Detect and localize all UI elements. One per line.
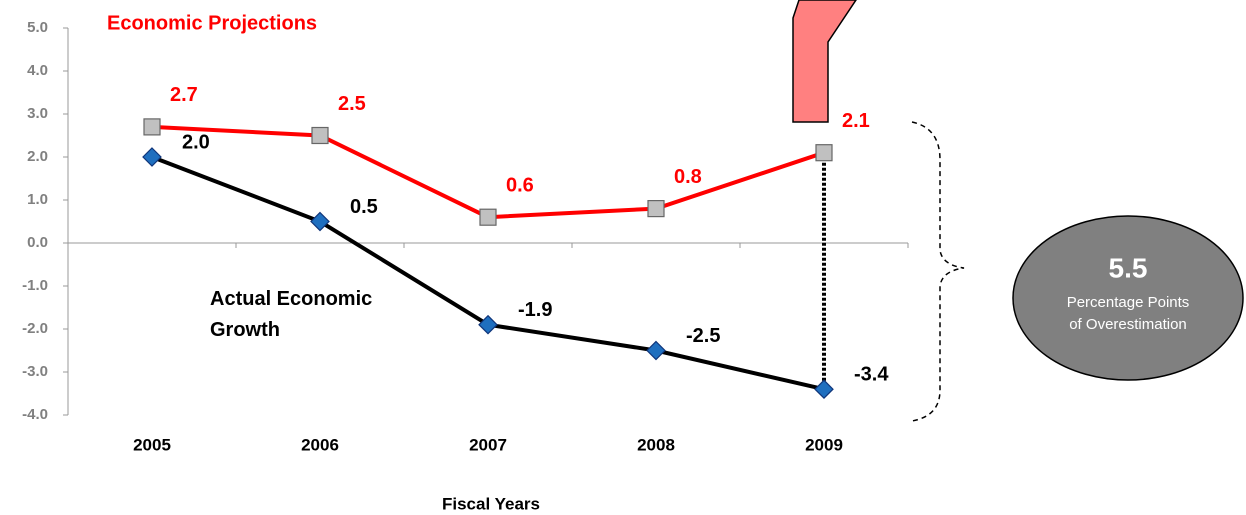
marker — [815, 144, 833, 162]
annotation-text: Percentage Points — [1067, 294, 1190, 311]
x-tick-label: 2007 — [469, 435, 507, 454]
data-label: -2.5 — [686, 325, 720, 347]
marker — [143, 118, 161, 136]
y-tick-label: 3.0 — [27, 105, 48, 122]
x-tick-label: 2006 — [301, 435, 339, 454]
x-axis-label: Fiscal Years — [442, 494, 540, 513]
data-label: 0.8 — [674, 166, 702, 188]
y-tick-label: 5.0 — [27, 19, 48, 36]
data-label: 0.5 — [350, 196, 378, 218]
marker — [814, 379, 834, 400]
y-tick-label: 2.0 — [27, 148, 48, 165]
y-tick-label: -1.0 — [22, 277, 48, 294]
series-label: Economic Projections — [107, 12, 317, 34]
x-tick-label: 2005 — [133, 435, 171, 454]
data-label: -1.9 — [518, 299, 552, 321]
marker — [310, 211, 330, 232]
y-tick-label: 1.0 — [27, 191, 48, 208]
marker — [646, 340, 666, 361]
y-tick-label: -4.0 — [22, 406, 48, 423]
marker — [478, 314, 498, 335]
data-label: 2.0 — [182, 131, 210, 153]
data-label: -3.4 — [854, 363, 889, 385]
data-label: 2.7 — [170, 84, 198, 106]
data-label: 2.5 — [338, 93, 366, 115]
y-tick-label: -3.0 — [22, 363, 48, 380]
data-label: 2.1 — [842, 110, 870, 132]
marker — [142, 147, 162, 167]
series-line — [151, 124, 825, 220]
series-label: Actual Economic Growth — [210, 288, 373, 341]
y-tick-label: 0.0 — [27, 234, 48, 251]
series-line — [151, 155, 825, 392]
annotation-bubble — [1012, 215, 1244, 381]
annotation-text: of Overestimation — [1069, 316, 1187, 333]
y-tick-label: -2.0 — [22, 320, 48, 337]
brace — [911, 121, 965, 422]
x-tick-label: 2009 — [805, 435, 843, 454]
marker — [311, 126, 329, 145]
x-tick-label: 2008 — [637, 435, 675, 454]
arrow — [792, 0, 857, 123]
marker — [647, 200, 665, 218]
data-label: 0.6 — [506, 174, 534, 196]
annotation-value: 5.5 — [1109, 252, 1148, 283]
y-tick-label: 4.0 — [27, 62, 48, 79]
marker — [479, 208, 497, 226]
